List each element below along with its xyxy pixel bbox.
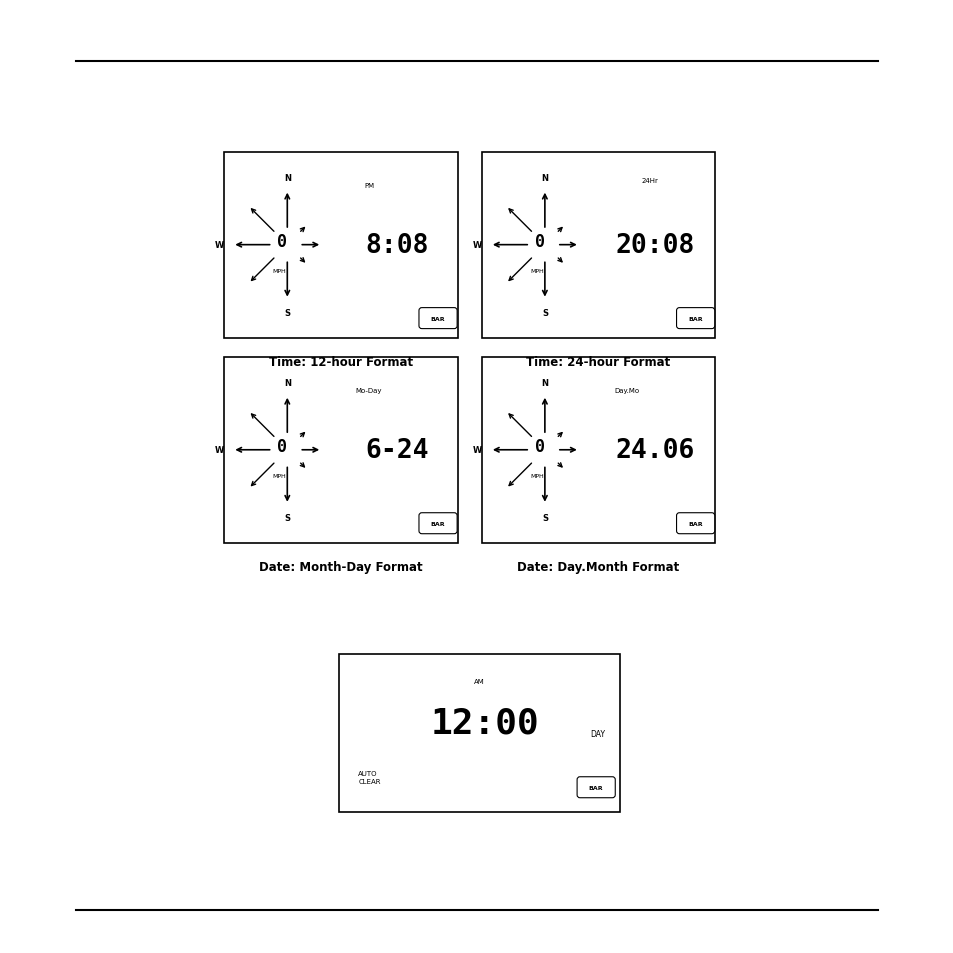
- FancyBboxPatch shape: [418, 309, 456, 330]
- Text: W: W: [472, 446, 481, 455]
- Text: Day.Mo: Day.Mo: [614, 388, 639, 394]
- Text: Mo-Day: Mo-Day: [355, 388, 382, 394]
- FancyBboxPatch shape: [481, 152, 715, 338]
- Text: S: S: [541, 308, 547, 317]
- Text: BAR: BAR: [688, 316, 702, 321]
- Text: W: W: [472, 241, 481, 250]
- Text: 12:00: 12:00: [430, 705, 538, 740]
- Text: Time: 24-hour Format: Time: 24-hour Format: [525, 355, 670, 369]
- Text: Date: Day.Month Format: Date: Day.Month Format: [517, 560, 679, 574]
- FancyBboxPatch shape: [224, 357, 457, 543]
- Text: Date: Month-Day Format: Date: Month-Day Format: [258, 560, 422, 574]
- Text: AUTO
CLEAR: AUTO CLEAR: [358, 771, 380, 784]
- Text: MPH: MPH: [273, 269, 286, 274]
- Text: 24Hr: 24Hr: [641, 177, 658, 183]
- FancyBboxPatch shape: [338, 655, 619, 812]
- Text: 0: 0: [276, 438, 287, 456]
- Text: 6-24: 6-24: [365, 437, 429, 463]
- Text: Time: 12-hour Format: Time: 12-hour Format: [268, 355, 413, 369]
- Text: 0: 0: [534, 438, 544, 456]
- Text: N: N: [540, 378, 548, 388]
- FancyBboxPatch shape: [577, 777, 615, 798]
- Text: AM: AM: [474, 679, 484, 684]
- Text: BAR: BAR: [431, 316, 445, 321]
- Text: 24.06: 24.06: [615, 437, 694, 463]
- Text: BAR: BAR: [431, 521, 445, 526]
- Text: N: N: [283, 378, 291, 388]
- Text: 0: 0: [534, 233, 544, 251]
- Text: 0: 0: [276, 233, 287, 251]
- Text: MPH: MPH: [530, 474, 543, 478]
- Text: 20:08: 20:08: [615, 233, 694, 258]
- Text: DAY: DAY: [590, 729, 604, 738]
- Text: W: W: [214, 241, 224, 250]
- Text: S: S: [284, 513, 290, 522]
- FancyBboxPatch shape: [224, 152, 457, 338]
- FancyBboxPatch shape: [676, 513, 714, 534]
- Text: PM: PM: [364, 183, 374, 189]
- FancyBboxPatch shape: [481, 357, 715, 543]
- Text: MPH: MPH: [273, 474, 286, 478]
- Text: W: W: [214, 446, 224, 455]
- Text: MPH: MPH: [530, 269, 543, 274]
- Text: S: S: [541, 513, 547, 522]
- Text: N: N: [540, 173, 548, 183]
- Text: 8:08: 8:08: [365, 233, 429, 258]
- Text: S: S: [284, 308, 290, 317]
- FancyBboxPatch shape: [418, 513, 456, 534]
- FancyBboxPatch shape: [676, 309, 714, 330]
- Text: N: N: [283, 173, 291, 183]
- Text: BAR: BAR: [688, 521, 702, 526]
- Text: BAR: BAR: [588, 785, 603, 790]
